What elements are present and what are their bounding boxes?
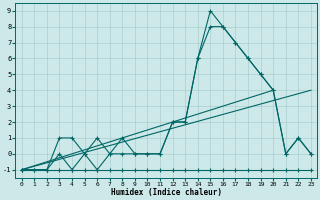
X-axis label: Humidex (Indice chaleur): Humidex (Indice chaleur) (111, 188, 222, 197)
